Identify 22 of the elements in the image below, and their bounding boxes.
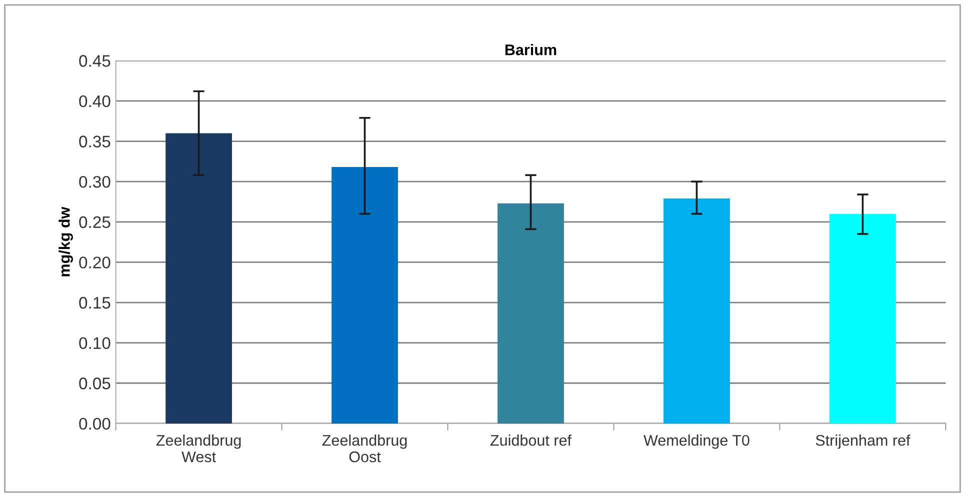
bar: [166, 133, 232, 424]
y-tick-label: 0.25: [79, 216, 110, 228]
y-axis-title: mg/kg dw: [58, 206, 73, 276]
bar: [664, 198, 730, 424]
y-tick-label: 0.05: [79, 378, 110, 390]
y-tick-label: 0.30: [79, 176, 110, 188]
y-tick-label: 0.00: [79, 418, 110, 430]
x-tick-label: Strijenham ref: [816, 434, 910, 449]
bar: [830, 214, 896, 424]
y-tick-label: 0.15: [79, 296, 110, 309]
y-tick-label: 0.40: [79, 95, 110, 108]
y-tick-label: 0.20: [79, 256, 110, 268]
x-tick-label: Zeelandbrug Oost: [322, 434, 407, 462]
x-tick-label: Wemeldinge T0: [644, 434, 750, 449]
x-tick-label: Zuidbout ref: [490, 434, 572, 446]
y-tick-label: 0.35: [79, 136, 110, 148]
y-tick-label: 0.45: [79, 55, 110, 67]
x-tick-label: Zeelandbrug West: [156, 434, 241, 462]
bar: [332, 167, 398, 424]
chart-title: Barium: [505, 44, 556, 56]
bar: [498, 203, 564, 424]
y-tick-label: 0.10: [79, 337, 110, 350]
